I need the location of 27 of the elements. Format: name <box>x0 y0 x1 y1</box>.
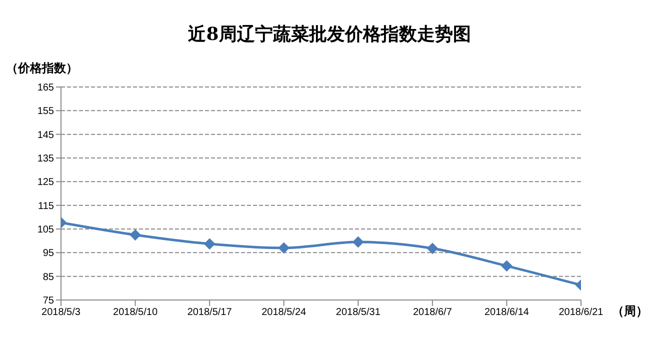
y-tick-label: 165 <box>37 82 54 94</box>
point <box>278 242 290 254</box>
x-tick-label: 2018/5/24 <box>262 307 307 318</box>
y-tick-label: 95 <box>42 248 54 260</box>
y-tick-label: 135 <box>37 154 54 165</box>
y-tick-label: 155 <box>37 106 54 118</box>
x-axis-title: （周） <box>612 303 648 320</box>
x-tick-label: 2018/6/14 <box>484 307 530 318</box>
x-tick-label: 2018/6/7 <box>412 307 452 318</box>
y-tick-label: 75 <box>42 296 54 307</box>
y-tick-label: 105 <box>37 224 54 236</box>
y-tick-label: 85 <box>42 272 54 283</box>
y-tick-label: 115 <box>38 200 54 212</box>
point <box>130 229 141 240</box>
x-tick-label: 2018/5/31 <box>336 307 381 318</box>
y-tick-label: 125 <box>37 177 54 188</box>
point <box>501 260 512 272</box>
point <box>426 242 438 254</box>
chart-title: 近8周辽宁蔬菜批发价格指数走势图 <box>187 23 472 46</box>
point <box>352 236 364 248</box>
y-tick-label: 145 <box>37 130 54 141</box>
x-tick-label: 2018/5/10 <box>113 307 158 318</box>
y-axis-title: （价格指数） <box>6 60 78 77</box>
x-tick-label: 2018/5/3 <box>42 307 81 318</box>
x-tick-label: 2018/5/17 <box>187 307 232 318</box>
x-tick-label: 2018/6/21 <box>558 307 604 318</box>
point <box>204 238 216 250</box>
